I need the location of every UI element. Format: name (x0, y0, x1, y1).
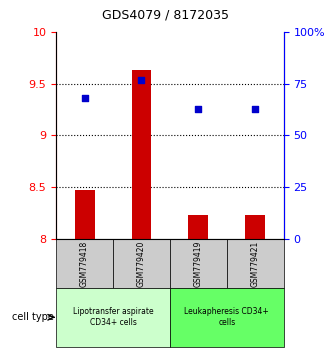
Text: GSM779419: GSM779419 (194, 240, 203, 287)
Text: Lipotransfer aspirate
CD34+ cells: Lipotransfer aspirate CD34+ cells (73, 307, 153, 327)
Text: GSM779418: GSM779418 (80, 240, 89, 286)
FancyBboxPatch shape (56, 288, 170, 347)
FancyBboxPatch shape (56, 239, 113, 288)
FancyBboxPatch shape (227, 239, 284, 288)
Bar (132, 70, 151, 239)
Point (196, 106, 201, 112)
FancyBboxPatch shape (113, 239, 170, 288)
Bar (75, 190, 94, 239)
Point (253, 106, 258, 112)
Text: GSM779421: GSM779421 (251, 240, 260, 286)
Text: GDS4079 / 8172035: GDS4079 / 8172035 (102, 8, 228, 21)
Point (139, 77, 144, 82)
Bar (246, 215, 265, 239)
FancyBboxPatch shape (170, 239, 227, 288)
Point (82, 95, 87, 101)
FancyBboxPatch shape (170, 288, 284, 347)
Text: cell type: cell type (12, 312, 54, 322)
Text: GSM779420: GSM779420 (137, 240, 146, 287)
Text: Leukapheresis CD34+
cells: Leukapheresis CD34+ cells (184, 307, 269, 327)
Bar (188, 215, 208, 239)
